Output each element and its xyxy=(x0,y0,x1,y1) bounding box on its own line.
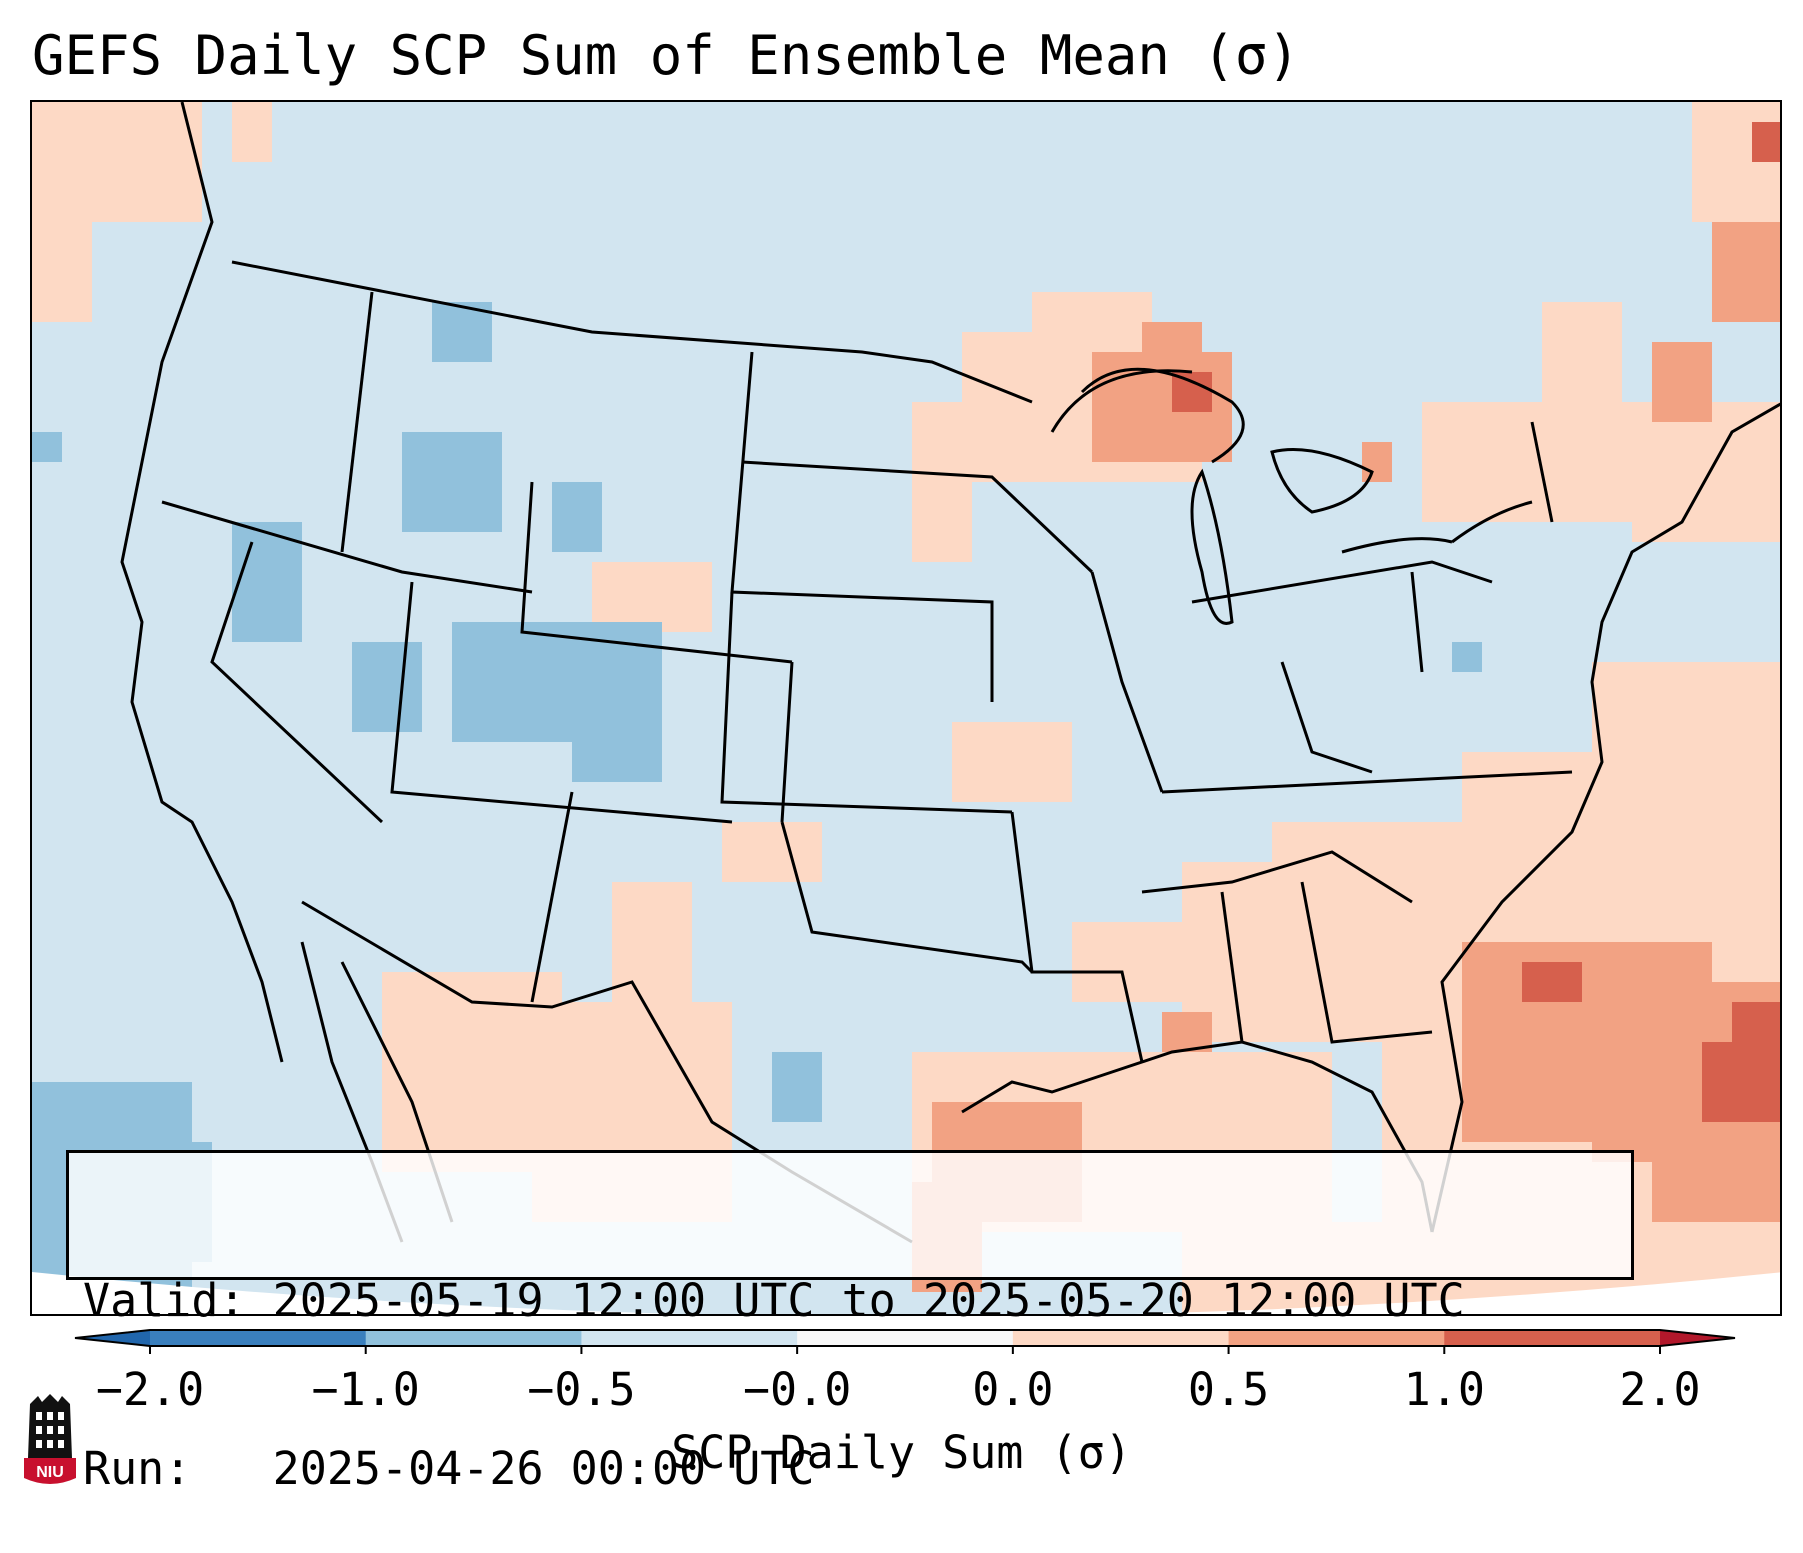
colorbar-over-arrow xyxy=(1660,1330,1735,1346)
niu-logo-text: NIU xyxy=(36,1464,64,1481)
colorbar-segment xyxy=(1444,1330,1661,1346)
colorbar-segment xyxy=(797,1330,1014,1346)
page-title: GEFS Daily SCP Sum of Ensemble Mean (σ) xyxy=(32,24,1300,87)
colorbar-segments xyxy=(150,1330,1661,1346)
valid-time-text: Valid: 2025-05-19 12:00 UTC to 2025-05-2… xyxy=(83,1274,1465,1327)
anomaly-positive-strong xyxy=(1172,122,1780,1122)
colorbar-segment xyxy=(150,1330,367,1346)
run-time-text: Run: 2025-04-26 00:00 UTC xyxy=(83,1442,815,1495)
colorbar-under-arrow xyxy=(75,1330,150,1346)
colorbar-label: SCP Daily Sum (σ) xyxy=(671,1426,1132,1479)
colorbar-tick-label: 2.0 xyxy=(1619,1363,1701,1416)
map-canvas xyxy=(32,102,1780,1314)
colorbar-tick-label: −1.0 xyxy=(311,1363,420,1416)
colorbar-segment xyxy=(581,1330,798,1346)
colorbar-tick-label: 1.0 xyxy=(1403,1363,1485,1416)
map-panel xyxy=(30,100,1782,1316)
colorbar-segment xyxy=(1228,1330,1445,1346)
colorbar-tick-label: −0.0 xyxy=(742,1363,852,1416)
colorbar-tick-label: 0.0 xyxy=(972,1363,1054,1416)
colorbar-segment xyxy=(365,1330,582,1346)
niu-logo: NIU xyxy=(24,1394,76,1484)
state-boundaries xyxy=(120,102,1780,1244)
colorbar-tick-label: 0.5 xyxy=(1187,1363,1270,1416)
colorbar-tick-label: −0.5 xyxy=(527,1363,636,1416)
valid-run-info-box: Valid: 2025-05-19 12:00 UTC to 2025-05-2… xyxy=(66,1150,1634,1495)
projection-edge xyxy=(32,1272,1780,1314)
colorbar-ticks xyxy=(149,1346,1661,1354)
colorbar-tick-label: −2.0 xyxy=(95,1363,205,1416)
colorbar-segment xyxy=(1012,1330,1230,1346)
colorbar xyxy=(74,1329,1736,1354)
